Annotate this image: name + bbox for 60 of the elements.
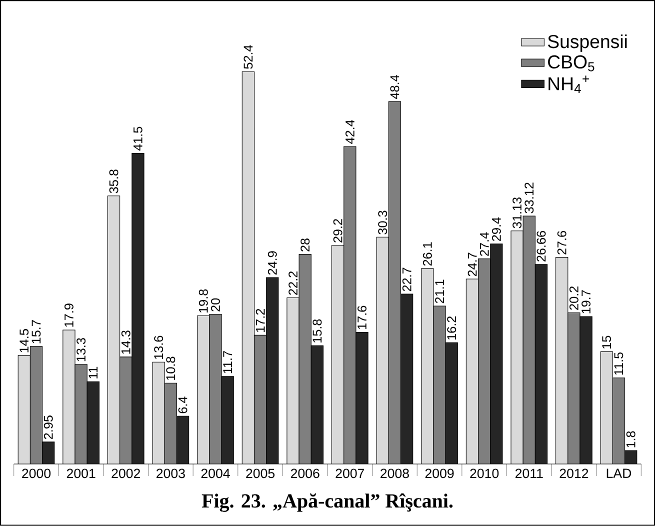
data-label: 17.9 bbox=[64, 304, 74, 327]
data-label: 13.3 bbox=[76, 338, 86, 362]
x-tick-label: 2003 bbox=[156, 468, 185, 478]
data-label: 15.7 bbox=[32, 320, 41, 344]
data-label: 35.8 bbox=[109, 170, 118, 194]
data-label: 27.4 bbox=[480, 232, 489, 256]
data-label: 41.5 bbox=[134, 126, 142, 151]
data-label: 30.3 bbox=[378, 210, 388, 234]
x-tick-label: 2011 bbox=[515, 468, 543, 478]
x-tick-label: 2012 bbox=[560, 468, 588, 478]
data-label: 11.7 bbox=[223, 351, 232, 374]
data-label: 31.13 bbox=[512, 198, 522, 228]
data-label: 42.4 bbox=[345, 120, 354, 144]
x-tick-label: 2005 bbox=[246, 468, 275, 478]
data-label: 11.5 bbox=[614, 352, 624, 375]
x-tick-label: 2009 bbox=[425, 468, 454, 478]
data-label: 2.95 bbox=[44, 416, 53, 440]
x-tick-label: 2001 bbox=[66, 468, 96, 478]
x-tick-label: 2007 bbox=[336, 468, 364, 478]
data-label: 24.7 bbox=[468, 252, 477, 276]
data-label: 22.2 bbox=[288, 272, 298, 295]
data-label: 6.4 bbox=[178, 396, 188, 414]
data-label: 11 bbox=[88, 366, 98, 379]
x-tick-label: 2010 bbox=[470, 468, 499, 478]
data-label: 48.4 bbox=[390, 75, 400, 100]
legend-label: Suspensii bbox=[548, 34, 627, 52]
data-label: 27.6 bbox=[557, 231, 566, 255]
data-label: 33.12 bbox=[524, 182, 534, 214]
data-label: 1.8 bbox=[626, 431, 636, 448]
data-label: 29.4 bbox=[492, 217, 501, 242]
data-label: 29.2 bbox=[333, 219, 342, 243]
data-label: 19.7 bbox=[582, 290, 591, 314]
data-label: 10.8 bbox=[166, 356, 176, 380]
data-label: 17.2 bbox=[256, 309, 265, 332]
data-label: 20.2 bbox=[569, 286, 578, 310]
data-label: 28 bbox=[300, 238, 310, 252]
data-label: 15 bbox=[602, 336, 612, 349]
x-tick-label: 2006 bbox=[290, 468, 320, 478]
data-label: 20 bbox=[211, 298, 220, 312]
data-label: 19.8 bbox=[198, 289, 208, 313]
data-label: 26.1 bbox=[422, 242, 432, 266]
data-label: 16.2 bbox=[447, 316, 456, 340]
x-tick-label: 2004 bbox=[201, 468, 230, 478]
x-tick-label: 2002 bbox=[112, 468, 140, 478]
x-tick-label: LAD bbox=[606, 468, 632, 478]
data-label: 14.3 bbox=[121, 330, 130, 354]
x-tick-label: 2008 bbox=[380, 468, 409, 478]
data-label: 14.5 bbox=[20, 329, 29, 352]
data-label: 21.1 bbox=[435, 280, 444, 304]
legend-label: NH$_{4}$+ bbox=[548, 76, 589, 94]
x-tick-label: 2000 bbox=[22, 468, 51, 478]
data-label: 26.66 bbox=[536, 231, 546, 262]
data-label: 52.4 bbox=[244, 45, 253, 69]
data-label: 17.6 bbox=[358, 306, 366, 330]
data-label: 15.8 bbox=[312, 319, 322, 343]
text: Fig. 23. „Apă-canal” Rîşcani. bbox=[202, 493, 453, 512]
data-label: 24.9 bbox=[268, 251, 277, 275]
data-label: 13.6 bbox=[154, 336, 164, 360]
data-label: 22.7 bbox=[402, 268, 412, 292]
legend-label: CBO$_{5}$ bbox=[548, 55, 594, 72]
